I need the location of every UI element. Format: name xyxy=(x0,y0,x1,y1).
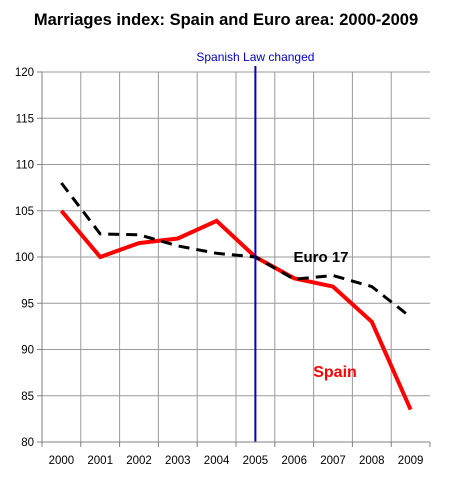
y-tick-label: 85 xyxy=(21,391,34,403)
series-label-euro-17: Euro 17 xyxy=(293,249,348,266)
labels: Spanish Law changed Euro 17 Spain xyxy=(196,50,356,381)
y-tick-label: 120 xyxy=(15,67,34,79)
grid-lines xyxy=(42,71,430,442)
chart-title: Marriages index: Spain and Euro area: 20… xyxy=(33,11,419,29)
y-tick-label: 110 xyxy=(16,160,34,172)
x-tick-label: 2006 xyxy=(281,455,307,467)
series-line-euro-17 xyxy=(60,182,412,319)
x-tick-label: 2000 xyxy=(49,455,75,467)
x-tick-label: 2004 xyxy=(204,455,230,467)
x-tick-label: 2001 xyxy=(87,455,113,467)
y-tick-label: 115 xyxy=(16,113,34,125)
x-tick-label: 2008 xyxy=(359,455,385,467)
x-tick-label: 2005 xyxy=(243,455,269,467)
x-tick-label: 2007 xyxy=(320,455,346,467)
series-line-spain xyxy=(59,209,413,411)
y-tick-label: 80 xyxy=(21,437,34,449)
y-tick-label: 105 xyxy=(15,206,34,218)
x-tick-label: 2009 xyxy=(398,455,424,467)
series-label-spain: Spain xyxy=(313,364,357,381)
axes: 80 85 90 95 100 105 110 115 120 2000 2001 2002 2003 2… xyxy=(15,67,431,467)
law-change-label: Spanish Law changed xyxy=(196,50,314,64)
series-layer xyxy=(59,182,413,411)
y-tick-label: 100 xyxy=(15,252,34,264)
y-tick-label: 95 xyxy=(21,298,34,310)
x-tick-label: 2002 xyxy=(126,455,152,467)
x-tick-label: 2003 xyxy=(165,455,191,467)
y-tick-label: 90 xyxy=(21,345,34,357)
